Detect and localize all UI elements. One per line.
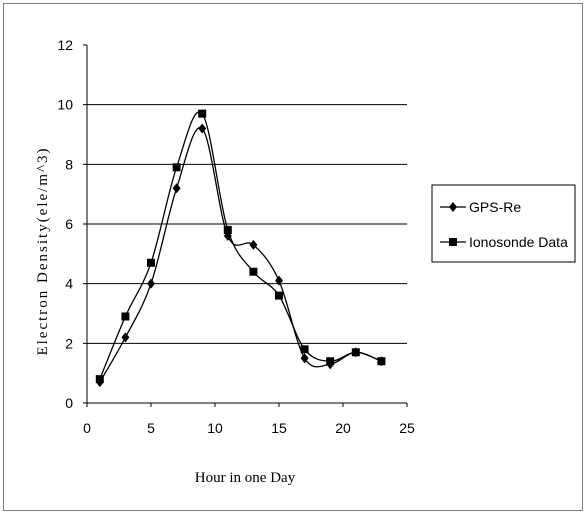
gridlines <box>87 104 407 344</box>
series-line-ionosonde-data <box>99 111 382 380</box>
series-gps-re <box>95 123 386 388</box>
data-point-gps-re <box>147 278 155 289</box>
data-point-ionosonde-data <box>198 109 207 118</box>
legend-label: Ionosonde Data <box>469 234 568 250</box>
x-tick-labels: 0 5 10 15 20 25 <box>83 403 415 436</box>
legend-label: GPS-Re <box>469 199 521 215</box>
data-point-gps-re <box>198 123 207 134</box>
data-point-ionosonde-data <box>223 225 232 234</box>
legend-box <box>431 184 576 263</box>
data-point-ionosonde-data <box>121 312 130 321</box>
legend-item-gps-re: GPS-Re <box>440 199 521 215</box>
x-tick-label: 0 <box>83 420 91 436</box>
y-tick-label: 8 <box>65 156 73 172</box>
legend: GPS-Re Ionosonde Data <box>431 184 576 263</box>
data-point-ionosonde-data <box>275 291 283 300</box>
series-layer <box>95 109 386 388</box>
data-point-gps-re <box>172 183 181 194</box>
y-tick-label: 2 <box>65 335 73 351</box>
x-tick-label: 10 <box>207 420 223 436</box>
y-tick-label: 12 <box>57 37 73 53</box>
data-point-gps-re <box>121 332 130 343</box>
data-point-gps-re <box>275 275 283 286</box>
data-point-ionosonde-data <box>95 375 104 384</box>
data-point-ionosonde-data <box>249 267 258 276</box>
y-tick-label: 0 <box>65 395 73 411</box>
x-tick-label: 20 <box>335 420 351 436</box>
x-tick-label: 25 <box>399 420 415 436</box>
x-tick-label: 5 <box>147 420 155 436</box>
data-point-ionosonde-data <box>351 348 360 357</box>
data-point-gps-re <box>249 239 258 250</box>
y-tick-label: 4 <box>65 276 73 292</box>
data-point-ionosonde-data <box>326 357 335 366</box>
y-tick-label: 10 <box>57 97 73 113</box>
data-point-ionosonde-data <box>300 345 309 354</box>
y-tick-labels: 0 2 4 6 8 10 12 <box>57 37 87 411</box>
legend-marker <box>449 238 457 246</box>
x-tick-label: 15 <box>271 420 287 436</box>
data-point-gps-re <box>300 353 309 364</box>
legend-item-ionosonde-data: Ionosonde Data <box>440 234 568 250</box>
x-axis-title: Hour in one Day <box>195 470 296 486</box>
data-point-ionosonde-data <box>172 163 181 172</box>
y-tick-label: 6 <box>65 216 73 232</box>
legend-marker <box>449 202 457 212</box>
y-axis-title: Electron Density(ele/m^3) <box>35 146 51 355</box>
series-line-gps-re <box>99 126 382 383</box>
series-ionosonde-data <box>95 109 386 384</box>
data-point-ionosonde-data <box>377 357 386 366</box>
data-point-ionosonde-data <box>147 258 155 267</box>
